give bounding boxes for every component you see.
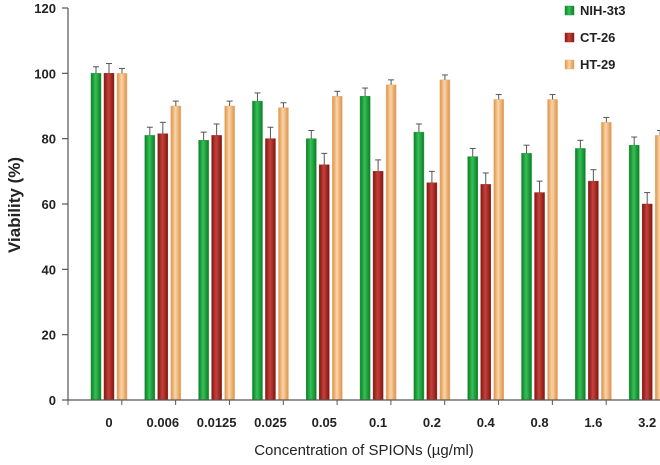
x-tick-label: 1.6 bbox=[584, 415, 602, 430]
y-tick-label: 20 bbox=[42, 328, 56, 343]
bar-ct-26-2 bbox=[211, 135, 222, 401]
bar-ht-29-8 bbox=[547, 99, 558, 401]
x-tick-label: 0 bbox=[105, 415, 112, 430]
legend-swatch-ct-26 bbox=[564, 32, 575, 43]
bar-nih-3t3-1 bbox=[144, 135, 156, 401]
x-tick-label: 0.006 bbox=[147, 415, 180, 430]
bar-nih-3t3-2 bbox=[198, 140, 209, 401]
bar-ht-29-5 bbox=[385, 84, 397, 401]
x-tick-label: 0.0125 bbox=[197, 415, 237, 430]
x-tick-label: 3.2 bbox=[638, 415, 656, 430]
y-tick-label: 0 bbox=[49, 393, 56, 408]
x-tick-label: 0.05 bbox=[312, 415, 337, 430]
y-tick-label: 120 bbox=[34, 1, 56, 16]
bar-ht-29-6 bbox=[439, 79, 451, 401]
bar-nih-3t3-0 bbox=[90, 73, 102, 401]
bar-ht-29-10 bbox=[654, 135, 660, 401]
bar-ct-26-5 bbox=[372, 171, 384, 401]
bar-ct-26-8 bbox=[534, 192, 545, 401]
bars bbox=[90, 63, 660, 401]
legend-swatch-ht-29 bbox=[564, 59, 575, 70]
x-tick-label: 0.1 bbox=[369, 415, 387, 430]
bar-nih-3t3-3 bbox=[252, 100, 263, 401]
y-tick-label: 100 bbox=[34, 66, 56, 81]
bar-nih-3t3-10 bbox=[628, 144, 640, 401]
bar-ht-29-3 bbox=[278, 107, 289, 401]
bar-ct-26-7 bbox=[480, 184, 491, 401]
bar-ht-29-9 bbox=[601, 122, 612, 401]
bar-ct-26-3 bbox=[265, 138, 276, 401]
legend-label-nih-3t3: NIH-3t3 bbox=[580, 3, 626, 18]
bar-ht-29-0 bbox=[116, 73, 128, 401]
bar-nih-3t3-7 bbox=[467, 156, 478, 401]
y-axis: 0 20 40 60 80 100 120 bbox=[34, 1, 69, 408]
legend: NIH-3t3 CT-26 HT-29 bbox=[564, 3, 626, 72]
bar-ht-29-4 bbox=[332, 95, 343, 401]
y-axis-title: Viability (%) bbox=[5, 157, 24, 253]
legend-swatch-nih-3t3 bbox=[564, 5, 575, 16]
bar-ct-26-10 bbox=[641, 203, 653, 401]
bar-ct-26-0 bbox=[103, 73, 115, 401]
bar-nih-3t3-4 bbox=[306, 138, 317, 401]
y-tick-label: 40 bbox=[42, 262, 56, 277]
bar-ht-29-2 bbox=[224, 105, 235, 401]
x-axis-title: Concentration of SPIONs (µg/ml) bbox=[254, 442, 474, 459]
bar-nih-3t3-6 bbox=[413, 131, 425, 401]
bar-nih-3t3-8 bbox=[521, 153, 532, 401]
bar-ct-26-4 bbox=[319, 164, 330, 401]
x-axis: 0 0.006 0.0125 0.025 0.05 0.1 0.2 0.4 0.8 1.6 3.2 bbox=[67, 399, 660, 430]
bar-nih-3t3-9 bbox=[575, 148, 586, 401]
x-tick-label: 0.025 bbox=[254, 415, 287, 430]
bar-ct-26-1 bbox=[157, 133, 169, 401]
legend-label-ct-26: CT-26 bbox=[580, 30, 615, 45]
bar-nih-3t3-5 bbox=[359, 95, 371, 401]
bar-ht-29-7 bbox=[493, 99, 504, 401]
y-tick-label: 60 bbox=[42, 197, 56, 212]
x-tick-label: 0.2 bbox=[423, 415, 441, 430]
x-tick-label: 0.4 bbox=[477, 415, 496, 430]
bar-ct-26-9 bbox=[588, 180, 599, 401]
bar-ht-29-1 bbox=[170, 105, 182, 401]
legend-label-ht-29: HT-29 bbox=[580, 57, 615, 72]
bar-ct-26-6 bbox=[426, 182, 438, 401]
y-tick-label: 80 bbox=[42, 132, 56, 147]
x-tick-label: 0.8 bbox=[531, 415, 549, 430]
